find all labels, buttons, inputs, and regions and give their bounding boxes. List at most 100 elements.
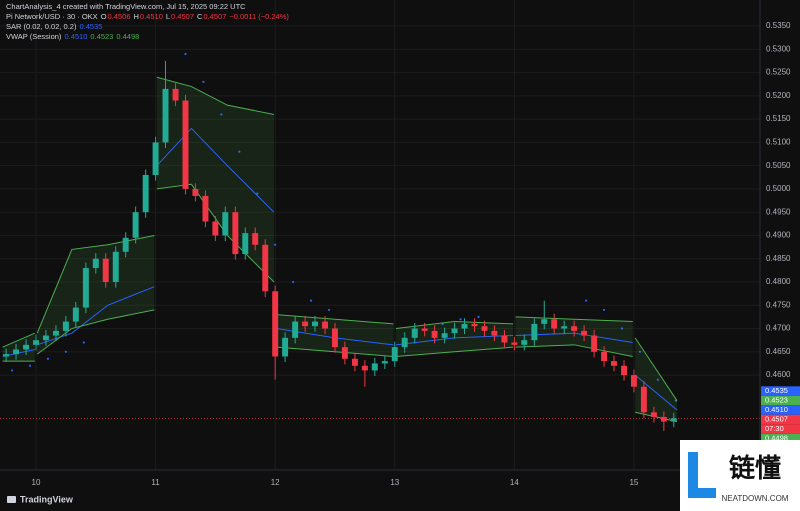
indicator-name: SAR (0.02, 0.02, 0.2) — [6, 22, 77, 31]
candle-body — [561, 326, 568, 329]
sar-dot — [220, 113, 223, 116]
y-tick-label: 0.5300 — [766, 44, 791, 53]
candle-body — [421, 328, 428, 331]
candle-body — [601, 351, 608, 362]
x-tick-label: 15 — [629, 478, 638, 487]
candle-body — [411, 328, 418, 338]
y-tick-label: 0.4950 — [766, 207, 791, 216]
candle-body — [13, 349, 20, 355]
candle-body — [262, 244, 269, 292]
candle-body — [322, 321, 329, 329]
vwap-band-fill — [515, 316, 633, 357]
candle-body — [92, 258, 99, 269]
x-tick-label: 10 — [32, 478, 41, 487]
y-tick-label: 0.4600 — [766, 370, 791, 379]
indicator-row: SAR (0.02, 0.02, 0.2) 0.4535 — [6, 22, 292, 32]
candle-body — [72, 307, 79, 322]
indicator-name: VWAP (Session) — [6, 32, 62, 41]
candle-body — [282, 337, 289, 357]
price-label-box — [761, 433, 800, 444]
grid — [0, 0, 760, 470]
candle-body — [551, 319, 558, 329]
candle-body — [621, 365, 628, 376]
candle-body — [152, 142, 159, 175]
sar-dot — [28, 364, 32, 367]
y-tick-label: 0.4650 — [766, 347, 791, 356]
candle-body — [331, 328, 338, 348]
y-tick-label: 0.4850 — [766, 254, 791, 263]
candle-body — [82, 268, 89, 308]
sar-dot — [327, 308, 331, 312]
x-tick-label: 11 — [151, 478, 160, 487]
candle-body — [501, 335, 508, 343]
price-label: 0.4510 — [765, 405, 788, 414]
ohlc-label: L — [165, 12, 171, 21]
candle-body — [182, 100, 189, 189]
candle-body — [630, 375, 637, 387]
ohlc-value: 0.4507 — [203, 12, 227, 21]
ohlc-value: 0.4506 — [107, 12, 131, 21]
candle-body — [132, 212, 139, 238]
indicator-value: 0.4510 — [64, 32, 88, 41]
indicator-value: 0.4523 — [90, 32, 114, 41]
candle-body — [521, 340, 528, 345]
candle-body — [122, 237, 129, 252]
price-label-box — [761, 414, 800, 425]
sar-dot — [638, 350, 642, 353]
symbol-row: Pi Network/USD · 30 · OKX O0.4506 H0.4510 L… — [6, 12, 292, 22]
candle-body — [3, 354, 10, 357]
candle-body — [62, 321, 69, 331]
sar-dot — [238, 150, 241, 153]
y-tick-label: 0.4750 — [766, 300, 791, 309]
y-tick-label: 0.5200 — [766, 91, 791, 100]
candle-body — [292, 321, 299, 338]
candle-body — [242, 233, 249, 255]
candle-body — [391, 347, 398, 362]
candle-body — [670, 418, 677, 422]
candle-body — [142, 174, 149, 213]
candle-body — [491, 330, 498, 336]
candle-body — [371, 363, 378, 371]
sar-dot — [10, 369, 14, 372]
candle-body — [531, 323, 538, 341]
ohlc-label: H — [133, 12, 139, 21]
sar-dot — [459, 318, 462, 321]
candle-body — [481, 326, 488, 331]
countdown: 07:30 — [765, 424, 784, 433]
tradingview-logo — [7, 496, 16, 503]
ohlc-value: 0.4507 — [171, 12, 194, 21]
sar-dot — [585, 299, 588, 302]
watermark-subtitle: NEATDOWN.COM — [722, 494, 789, 503]
sar-dot — [292, 280, 295, 284]
sar-dot — [602, 308, 606, 312]
symbol: Pi Network/USD · 30 · OKX — [6, 12, 98, 21]
sar-dot — [477, 315, 480, 319]
y-tick-label: 0.5000 — [766, 184, 791, 193]
candle-body — [312, 321, 318, 327]
sar-dot — [656, 378, 659, 381]
sar-dot — [46, 357, 50, 360]
candle-body — [401, 337, 408, 348]
candle-body — [471, 323, 478, 327]
candle-body — [611, 361, 617, 366]
candle-body — [232, 212, 239, 255]
x-tick-label: 14 — [510, 478, 519, 487]
watermark-box — [680, 440, 800, 511]
watermark-title: 链懂 — [729, 453, 781, 483]
vwap-line — [2, 76, 678, 401]
sar-dot — [309, 299, 313, 302]
price-label-box — [761, 405, 800, 415]
candle-body — [212, 221, 219, 236]
countdown-box — [761, 424, 800, 434]
price-label: 0.4507 — [765, 415, 788, 424]
y-tick-label: 0.5050 — [766, 161, 791, 170]
candle-body — [541, 319, 548, 324]
candle-body — [441, 333, 448, 338]
candle-body — [23, 344, 30, 350]
watermark: 链懂 NEATDOWN.COM — [680, 440, 800, 511]
price-label: 0.4498 — [765, 434, 788, 443]
y-tick-label: 0.4700 — [766, 324, 791, 333]
candle-body — [571, 326, 578, 331]
candle-body — [650, 412, 657, 417]
